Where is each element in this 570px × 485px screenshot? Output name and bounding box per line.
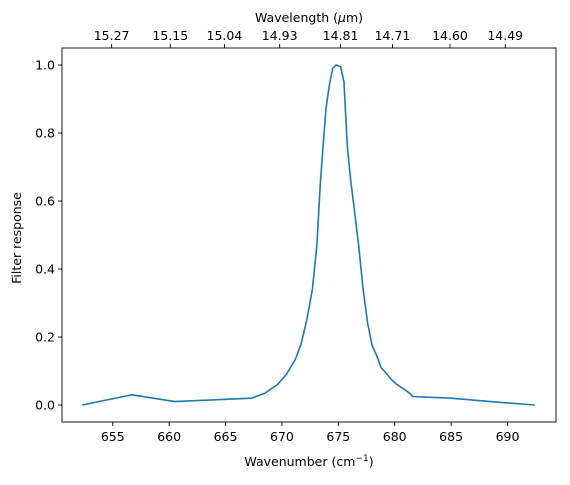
x-tick-label: 690 xyxy=(496,429,520,444)
x-tick-label: 670 xyxy=(270,429,294,444)
y-tick-label: 0.2 xyxy=(35,330,55,345)
top-axis-title-mu: μ xyxy=(337,10,346,25)
x-axis: 655 660 665 670 675 680 685 690 xyxy=(101,422,520,444)
x-tick-label: 665 xyxy=(214,429,238,444)
x-tick-label: 655 xyxy=(101,429,125,444)
top-tick-label: 15.04 xyxy=(207,28,243,43)
x-axis-title-superscript: −1 xyxy=(355,454,368,464)
y-tick-label: 0.6 xyxy=(35,194,55,209)
series-line xyxy=(82,64,535,406)
y-axis: 0.0 0.2 0.4 0.6 0.8 1.0 xyxy=(35,58,62,413)
top-tick-label: 14.81 xyxy=(323,28,359,43)
top-tick-label: 14.60 xyxy=(432,28,468,43)
top-tick-label: 14.49 xyxy=(487,28,523,43)
y-axis-title: Filter response xyxy=(9,192,24,284)
top-tick-label: 15.27 xyxy=(94,28,130,43)
x-tick-label: 675 xyxy=(326,429,350,444)
x-tick-label: 660 xyxy=(157,429,181,444)
top-wavelength-axis: 15.27 15.15 15.04 14.93 14.81 14.71 14.60 14.49 xyxy=(94,28,523,48)
y-tick-label: 1.0 xyxy=(35,58,55,73)
top-axis-title: Wavelength (μm) xyxy=(255,10,363,25)
y-tick-label: 0.0 xyxy=(35,398,55,413)
x-tick-label: 680 xyxy=(383,429,407,444)
top-tick-label: 14.71 xyxy=(375,28,411,43)
top-tick-label: 15.15 xyxy=(152,28,188,43)
x-tick-label: 685 xyxy=(439,429,463,444)
plot-frame xyxy=(61,47,557,423)
y-tick-label: 0.4 xyxy=(35,262,55,277)
x-axis-title: Wavenumber (cm−1) xyxy=(244,454,373,469)
top-tick-label: 14.93 xyxy=(262,28,298,43)
y-tick-label: 0.8 xyxy=(35,126,55,141)
